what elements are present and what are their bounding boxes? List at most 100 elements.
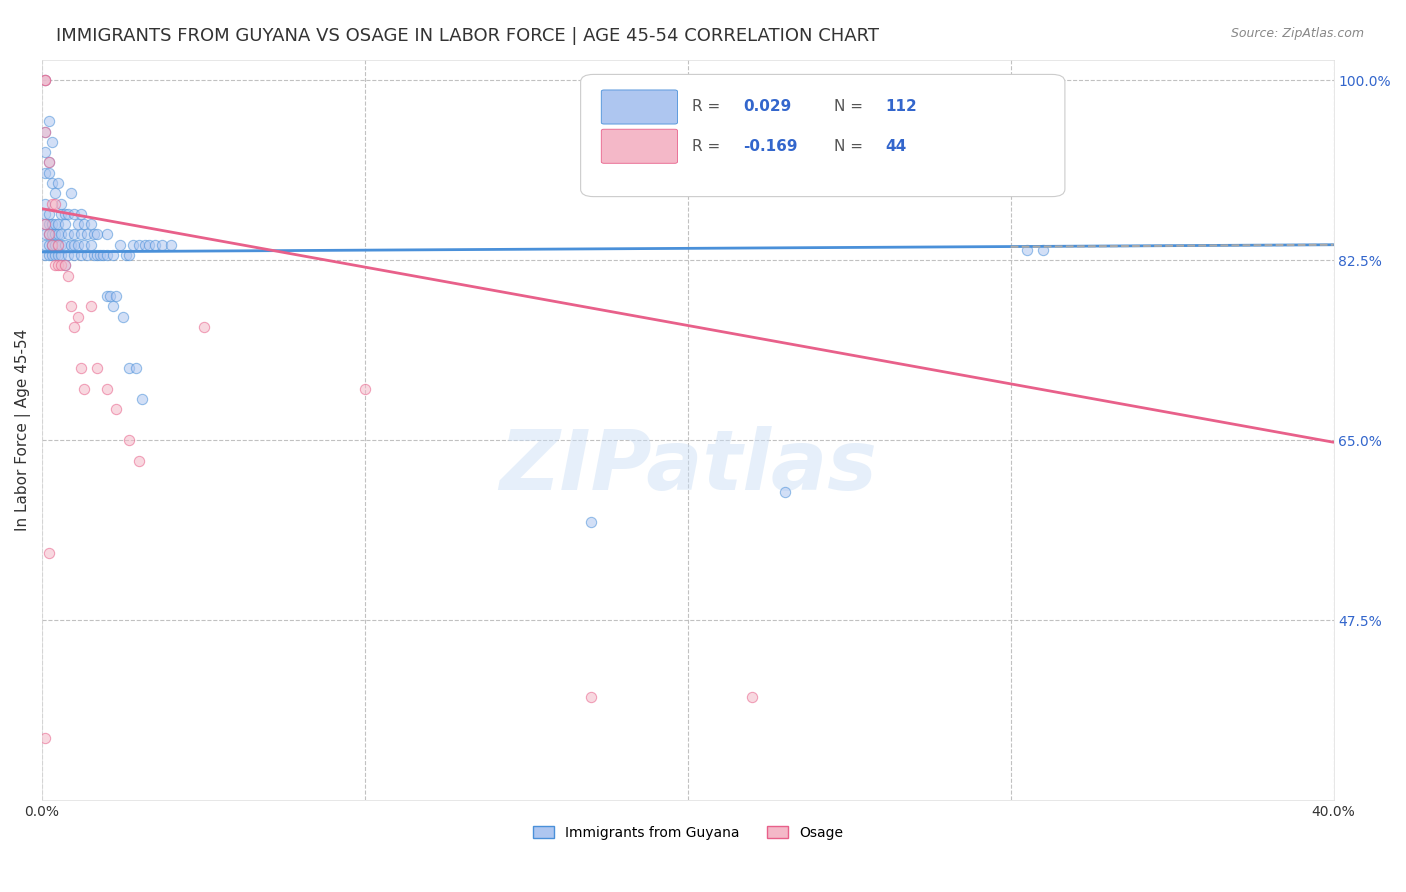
Point — [44, 186, 66, 201]
Point — [46, 258, 69, 272]
Point — [34, 248, 56, 262]
Point — [56, 227, 79, 242]
Point — [60, 186, 83, 201]
Point — [66, 217, 89, 231]
Point — [89, 248, 111, 262]
Point — [138, 237, 160, 252]
Point — [41, 196, 63, 211]
Point — [118, 361, 141, 376]
Point — [741, 690, 763, 705]
Point — [51, 237, 73, 252]
Point — [56, 268, 79, 283]
Point — [63, 227, 86, 242]
Point — [34, 227, 56, 242]
Point — [53, 217, 76, 231]
Point — [76, 227, 98, 242]
Point — [60, 300, 83, 314]
Y-axis label: In Labor Force | Age 45-54: In Labor Force | Age 45-54 — [15, 329, 31, 531]
Point — [86, 227, 108, 242]
Text: ZIPatlas: ZIPatlas — [499, 426, 877, 508]
Point — [41, 135, 63, 149]
Text: R =: R = — [692, 139, 725, 153]
Point — [46, 237, 69, 252]
Point — [38, 227, 60, 242]
Point — [44, 248, 66, 262]
Point — [128, 237, 150, 252]
Point — [66, 237, 89, 252]
FancyBboxPatch shape — [602, 129, 678, 163]
Point — [38, 155, 60, 169]
Point — [44, 258, 66, 272]
Point — [51, 258, 73, 272]
Point — [34, 73, 56, 87]
Point — [34, 166, 56, 180]
Point — [34, 237, 56, 252]
Point — [76, 248, 98, 262]
Point — [101, 300, 124, 314]
Text: R =: R = — [692, 100, 725, 114]
Point — [70, 248, 93, 262]
Point — [96, 248, 118, 262]
Point — [38, 546, 60, 560]
Point — [118, 248, 141, 262]
Text: N =: N = — [834, 100, 868, 114]
Point — [41, 248, 63, 262]
Point — [96, 382, 118, 396]
Point — [63, 320, 86, 334]
Point — [83, 227, 105, 242]
Point — [86, 361, 108, 376]
Point — [44, 227, 66, 242]
Point — [34, 217, 56, 231]
Point — [56, 248, 79, 262]
Point — [38, 237, 60, 252]
Point — [150, 237, 173, 252]
Point — [38, 227, 60, 242]
Point — [60, 237, 83, 252]
Point — [1032, 243, 1054, 257]
Point — [121, 237, 143, 252]
Point — [44, 196, 66, 211]
Point — [101, 248, 124, 262]
Point — [105, 402, 128, 417]
Point — [79, 217, 101, 231]
Point — [53, 237, 76, 252]
Point — [125, 361, 148, 376]
Point — [41, 227, 63, 242]
Point — [41, 176, 63, 190]
Point — [38, 114, 60, 128]
Text: N =: N = — [834, 139, 868, 153]
Point — [118, 433, 141, 447]
Text: IMMIGRANTS FROM GUYANA VS OSAGE IN LABOR FORCE | AGE 45-54 CORRELATION CHART: IMMIGRANTS FROM GUYANA VS OSAGE IN LABOR… — [56, 27, 879, 45]
Point — [46, 217, 69, 231]
Point — [96, 227, 118, 242]
Point — [41, 237, 63, 252]
Point — [46, 176, 69, 190]
Point — [38, 166, 60, 180]
Point — [46, 237, 69, 252]
FancyBboxPatch shape — [581, 74, 1064, 196]
Point — [160, 237, 183, 252]
Point — [51, 207, 73, 221]
Point — [34, 731, 56, 746]
Point — [111, 310, 134, 324]
Point — [98, 289, 121, 303]
Text: -0.169: -0.169 — [744, 139, 797, 153]
Text: 112: 112 — [886, 100, 917, 114]
Point — [44, 237, 66, 252]
Point — [105, 289, 128, 303]
Point — [34, 217, 56, 231]
Legend: Immigrants from Guyana, Osage: Immigrants from Guyana, Osage — [527, 820, 848, 845]
Point — [96, 289, 118, 303]
Text: Source: ZipAtlas.com: Source: ZipAtlas.com — [1230, 27, 1364, 40]
Text: 0.029: 0.029 — [744, 100, 792, 114]
Point — [70, 227, 93, 242]
Point — [354, 382, 377, 396]
Point — [579, 516, 602, 530]
Point — [143, 237, 166, 252]
Point — [63, 207, 86, 221]
Point — [66, 310, 89, 324]
Point — [86, 248, 108, 262]
Point — [63, 237, 86, 252]
Point — [83, 248, 105, 262]
Point — [38, 248, 60, 262]
